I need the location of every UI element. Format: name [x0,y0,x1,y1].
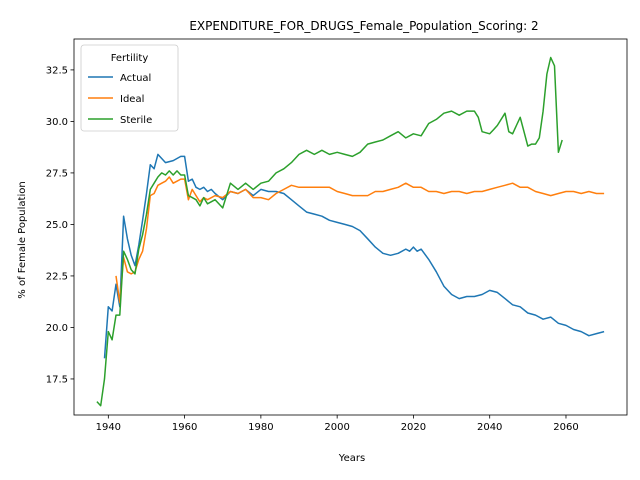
x-tick-label: 2040 [477,422,502,433]
series-line-ideal [115,176,605,304]
x-tick-label: 2000 [324,422,349,433]
x-tick-label: 1960 [172,422,197,433]
legend-label-ideal: Ideal [120,94,144,105]
y-axis-label: % of Female Population [17,181,28,298]
axes-frame [73,38,628,416]
legend: Fertility Actual Ideal Sterile [80,44,179,132]
legend-label-sterile: Sterile [120,115,152,126]
y-tick-label: 32.5 [46,65,68,76]
legend-box [80,44,179,132]
series-line-sterile [96,56,563,407]
legend-label-actual: Actual [120,73,151,84]
x-tick-label: 2020 [401,422,426,433]
chart-title: EXPENDITURE_FOR_DRUGS_Female_Population_… [189,19,538,33]
legend-title: Fertility [111,53,149,64]
y-tick-label: 17.5 [46,374,68,385]
y-tick-label: 30.0 [46,117,68,128]
series-line-actual [103,153,605,359]
plot-area: 1940 1960 1980 2000 2020 2040 2060 17.5 20.0 22.5… [46,38,628,433]
y-tick-label: 27.5 [46,168,68,179]
y-tick-label: 25.0 [46,220,68,231]
x-tick-label: 1940 [96,422,121,433]
x-tick-label: 1980 [248,422,273,433]
y-tick-label: 22.5 [46,271,68,282]
x-tick-label: 2060 [553,422,578,433]
x-axis-label: Years [338,453,365,464]
y-tick-label: 20.0 [46,323,68,334]
